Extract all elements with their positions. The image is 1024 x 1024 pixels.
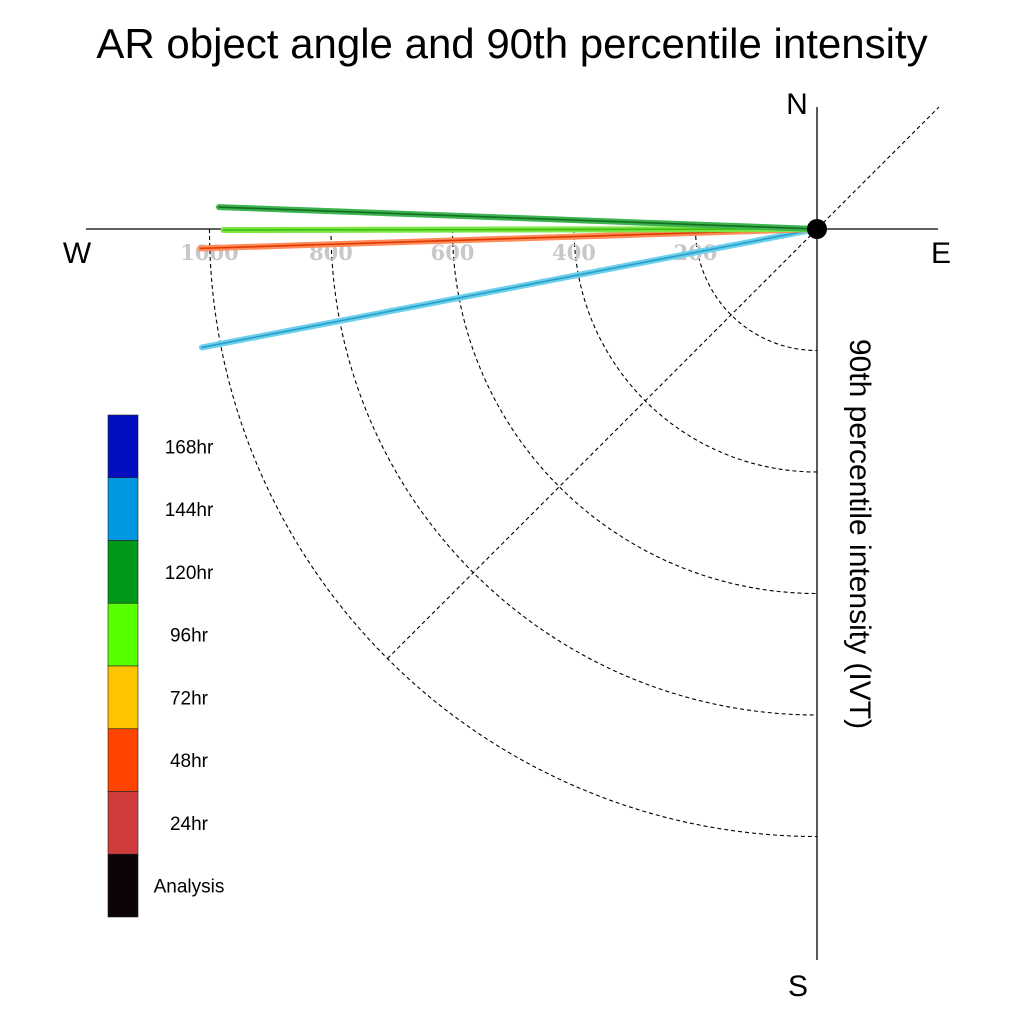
legend-swatch-72hr (107, 665, 139, 730)
legend-label-144hr: 144hr (165, 500, 214, 521)
series-line-96hr-core (222, 228, 818, 231)
radial-tick-label-400: 400 (552, 240, 596, 265)
legend-swatch-Analysis (107, 853, 139, 918)
polar-grid (208, 106, 940, 838)
y-axis-label: 90th percentile intensity (IVT) (843, 339, 876, 729)
legend-swatch-48hr (107, 728, 139, 792)
legend-swatch-96hr (107, 602, 139, 667)
legend-swatch-144hr (107, 477, 139, 541)
legend-swatch-168hr (107, 414, 139, 479)
legend-label-48hr: 48hr (170, 751, 209, 772)
south-label: S (788, 970, 808, 1003)
chart-title: AR object angle and 90th percentile inte… (96, 20, 927, 67)
grid-ring-200 (694, 228, 818, 352)
series-line-144hr-core (201, 228, 818, 349)
legend-label-96hr: 96hr (170, 626, 209, 647)
series-line-48hr-core (199, 228, 818, 250)
legend-label-120hr: 120hr (165, 563, 214, 584)
north-label: N (786, 88, 808, 121)
legend-label-168hr: 168hr (165, 437, 214, 458)
legend-swatch-24hr (107, 791, 139, 855)
legend-label-72hr: 72hr (170, 688, 209, 709)
radial-tick-label-600: 600 (431, 240, 475, 265)
series-line-120hr-core (218, 206, 818, 230)
grid-ring-600 (451, 228, 818, 595)
radial-tick-label-1000: 1000 (180, 240, 238, 265)
legend-label-Analysis: Analysis (154, 877, 225, 898)
legend: 168hr 144hr 120hr 96hr 72hr 48hr 24hr Analysis (107, 414, 225, 918)
west-label: W (63, 237, 92, 270)
series-lines (197, 204, 820, 351)
legend-swatch-120hr (107, 540, 139, 604)
east-label: E (931, 237, 951, 270)
legend-label-24hr: 24hr (170, 814, 209, 835)
origin-marker (807, 219, 827, 239)
